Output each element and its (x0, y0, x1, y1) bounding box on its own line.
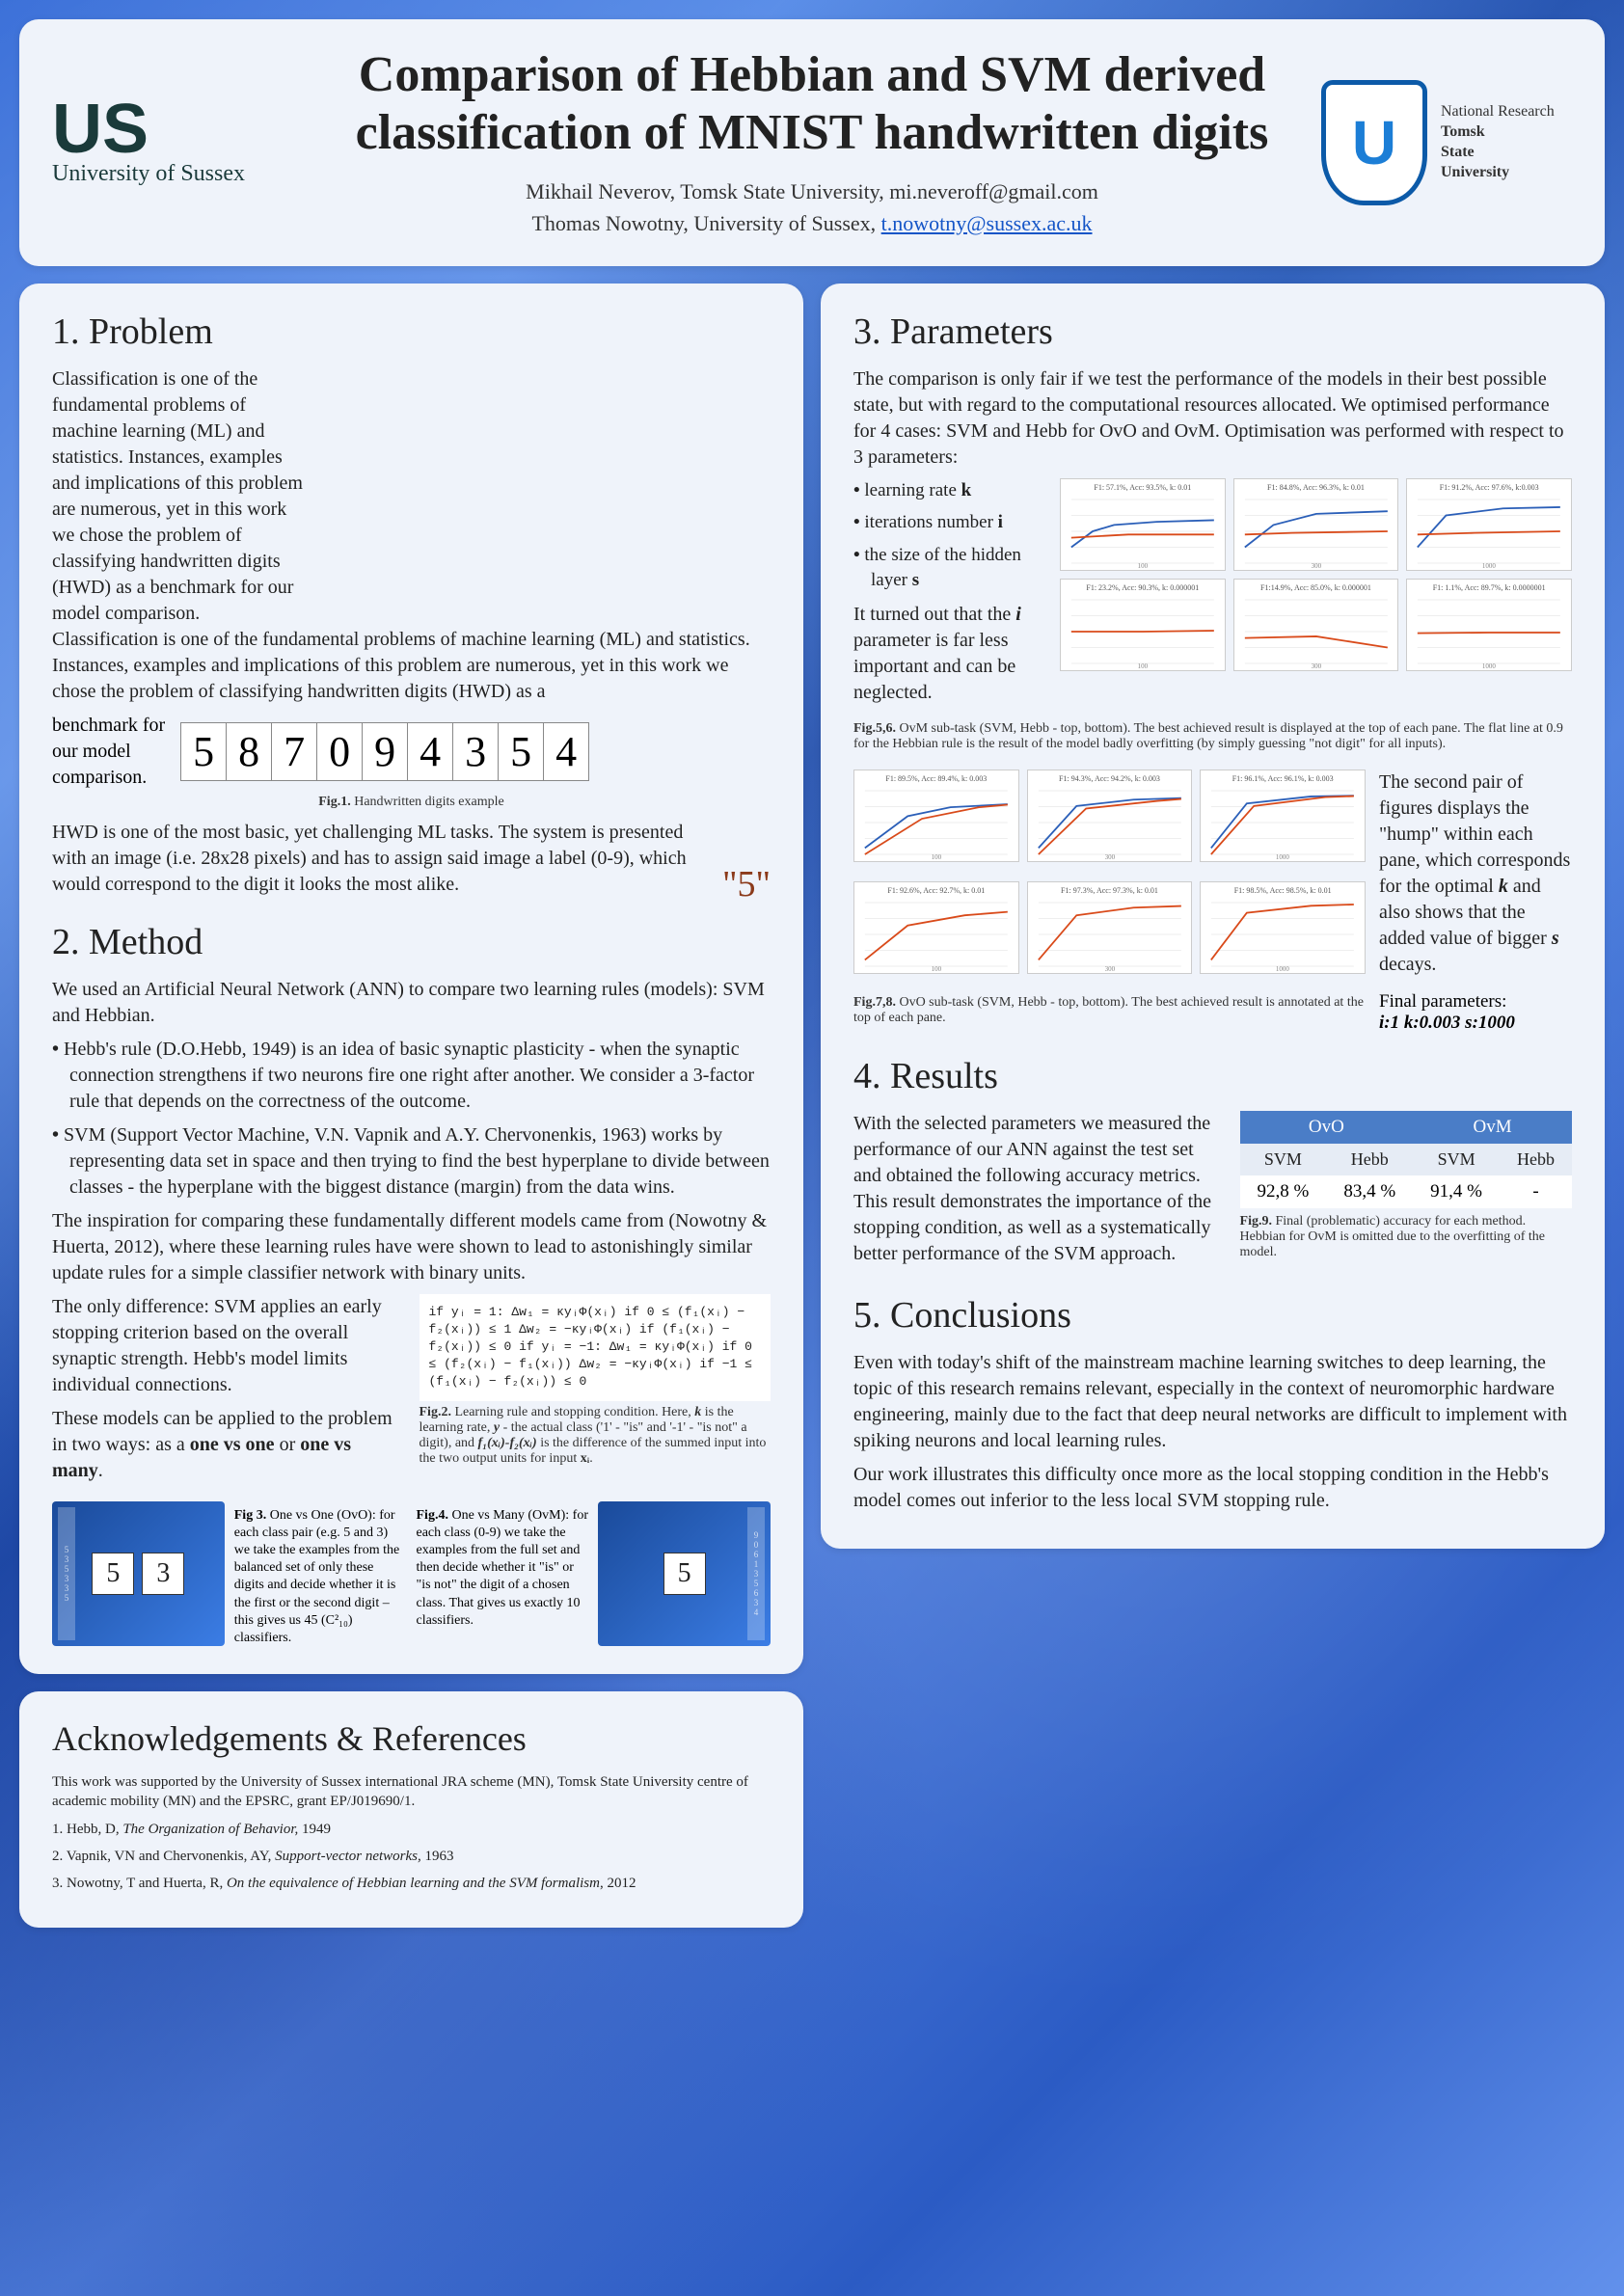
logo-sussex-us: US (52, 98, 303, 161)
s3-p2: It turned out that the i parameter is fa… (853, 602, 1046, 706)
fig2-caption: Fig.2. Learning rule and stopping condit… (420, 1405, 771, 1467)
authors: Mikhail Neverov, Tomsk State University,… (332, 176, 1292, 239)
mini-chart: F1: 91.2%, Acc: 97.6%, k:0.0031000 (1406, 478, 1572, 571)
five-label: "5" (722, 863, 771, 905)
section-ack: Acknowledgements & References This work … (19, 1691, 803, 1928)
mini-chart: F1: 97.3%, Acc: 97.3%, k: 0.01300 (1027, 881, 1193, 974)
svg-text:1000: 1000 (1276, 853, 1290, 860)
svg-text:1000: 1000 (1276, 965, 1290, 972)
mini-chart: F1: 57.1%, Acc: 93.5%, k: 0.01100 (1060, 478, 1226, 571)
s3-li2: iterations number i (853, 510, 1046, 535)
mini-chart: F1: 98.5%, Acc: 98.5%, k: 0.011000 (1200, 881, 1366, 974)
s3-li3: the size of the hidden layer s (853, 543, 1046, 592)
mini-chart: F1: 84.8%, Acc: 96.3%, k: 0.01300 (1233, 478, 1399, 571)
mini-chart: F1: 92.6%, Acc: 92.7%, k: 0.01100 (853, 881, 1019, 974)
s2-p1: We used an Artificial Neural Network (AN… (52, 977, 771, 1029)
final-params: Final parameters:i:1 k:0.003 s:1000 (1379, 991, 1572, 1034)
section-3-heading: 3. Parameters (853, 311, 1572, 353)
s5-p1: Even with today's shift of the mainstrea… (853, 1350, 1572, 1454)
fig3-ovo-image: 535335 53 (52, 1501, 225, 1646)
s2-li1: Hebb's rule (D.O.Hebb, 1949) is an idea … (52, 1037, 771, 1115)
s5-p2: Our work illustrates this difficulty onc… (853, 1462, 1572, 1514)
svg-text:300: 300 (1104, 965, 1115, 972)
s2-p3: The only difference: SVM applies an earl… (52, 1294, 404, 1398)
s1-p2: HWD is one of the most basic, yet challe… (52, 820, 713, 898)
logo-tomsk: U National Research Tomsk State Universi… (1321, 80, 1572, 205)
header-card: US University of Sussex Comparison of He… (19, 19, 1605, 266)
s4-p1: With the selected parameters we measured… (853, 1111, 1227, 1267)
svg-text:1000: 1000 (1482, 662, 1497, 669)
results-table: OvOOvM SVMHebbSVMHebb 92,8 %83,4 %91,4 %… (1240, 1111, 1572, 1208)
tomsk-shield-icon: U (1321, 80, 1427, 205)
section-4-heading: 4. Results (853, 1055, 1572, 1097)
s2-p4: These models can be applied to the probl… (52, 1406, 404, 1484)
section-1-heading: 1. Problem (52, 311, 771, 353)
mini-chart: F1: 23.2%, Acc: 90.3%, k: 0.000001100 (1060, 579, 1226, 671)
author-2-email[interactable]: t.nowotny@sussex.ac.uk (881, 211, 1093, 235)
fig9-caption: Fig.9. Final (problematic) accuracy for … (1240, 1214, 1568, 1260)
svg-text:100: 100 (1138, 562, 1149, 569)
mini-chart: F1:14.9%, Acc: 85.0%, k: 0.000001300 (1233, 579, 1399, 671)
fig4-caption: Fig.4. One vs Many (OvM): for each class… (417, 1507, 589, 1630)
mini-chart: F1: 94.3%, Acc: 94.2%, k: 0.003300 (1027, 770, 1193, 862)
logo-sussex-sub: University of Sussex (52, 161, 303, 187)
mini-chart: F1: 96.1%, Acc: 96.1%, k: 0.0031000 (1200, 770, 1366, 862)
logo-sussex: US University of Sussex (52, 98, 303, 187)
fig1-caption: Fig.1. Fig.1. Handwritten digits example… (52, 795, 771, 810)
fig3-caption: Fig 3. One vs One (OvO): for each class … (234, 1507, 407, 1648)
ack-heading: Acknowledgements & References (52, 1718, 771, 1759)
svg-text:300: 300 (1104, 853, 1115, 860)
ack-r3: 3. Nowotny, T and Huerta, R, On the equi… (52, 1874, 771, 1893)
ack-p1: This work was supported by the Universit… (52, 1772, 771, 1812)
s3-p1: The comparison is only fair if we test t… (853, 366, 1572, 471)
svg-text:1000: 1000 (1482, 562, 1497, 569)
fig56-caption: Fig.5,6. OvM sub-task (SVM, Hebb - top, … (853, 721, 1572, 752)
charts-5-6: F1: 57.1%, Acc: 93.5%, k: 0.01100F1: 84.… (1060, 478, 1572, 671)
charts-7-8: F1: 89.5%, Acc: 89.4%, k: 0.003100F1: 94… (853, 770, 1366, 986)
svg-text:100: 100 (932, 853, 942, 860)
s2-li2: SVM (Support Vector Machine, V.N. Vapnik… (52, 1122, 771, 1201)
author-2: Thomas Nowotny, University of Sussex, t.… (332, 207, 1292, 239)
section-5-heading: 5. Conclusions (853, 1294, 1572, 1337)
fig78-caption: Fig.7,8. OvO sub-task (SVM, Hebb - top, … (853, 995, 1366, 1026)
digits-example: 587094354 (180, 722, 589, 781)
ack-r1: 1. Hebb, D, The Organization of Behavior… (52, 1820, 771, 1839)
math-equations: if yᵢ = 1: Δw₁ = κyᵢΦ(xᵢ) if 0 ≤ (f₁(xᵢ)… (420, 1294, 771, 1401)
s3-li1: learning rate k (853, 478, 1046, 503)
svg-text:300: 300 (1311, 662, 1321, 669)
ack-r2: 2. Vapnik, VN and Chervonenkis, AY, Supp… (52, 1847, 771, 1866)
s3-p3: The second pair of figures displays the … (1379, 770, 1572, 978)
poster-title: Comparison of Hebbian and SVM derived cl… (332, 46, 1292, 162)
section-problem-method: 1. Problem Classification is one of the … (19, 284, 803, 1675)
svg-text:100: 100 (1138, 662, 1149, 669)
svg-text:300: 300 (1311, 562, 1321, 569)
section-right: 3. Parameters The comparison is only fai… (821, 284, 1605, 1550)
s2-p2: The inspiration for comparing these fund… (52, 1208, 771, 1286)
section-2-heading: 2. Method (52, 921, 771, 963)
fig4-ovm-image: 5 906135634 (598, 1501, 771, 1646)
svg-text:100: 100 (932, 965, 942, 972)
mini-chart: F1: 89.5%, Acc: 89.4%, k: 0.003100 (853, 770, 1019, 862)
s1-p1-visible: Classification is one of the fundamental… (52, 627, 771, 705)
author-1: Mikhail Neverov, Tomsk State University,… (332, 176, 1292, 207)
mini-chart: F1: 1.1%, Acc: 89.7%, k: 0.00000011000 (1406, 579, 1572, 671)
